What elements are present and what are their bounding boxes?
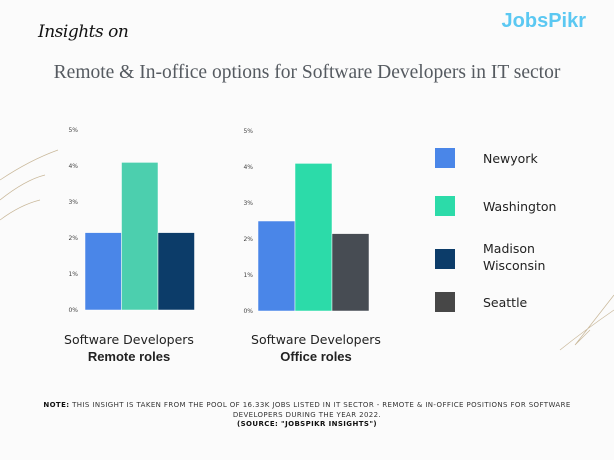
note-source: (SOURCE: "JOBSPIKR INSIGHTS") — [237, 420, 377, 428]
legend-label: Washington — [483, 198, 557, 214]
y-tick-label: 5% — [243, 128, 253, 135]
office-roles-chart: 0% 1% 2% 3% 4% 5% — [243, 128, 370, 315]
decorative-leaf-right — [559, 294, 614, 351]
decorative-leaf-left — [0, 149, 59, 221]
note-prefix: NOTE: — [43, 401, 70, 409]
y-tick-label: 0% — [68, 307, 78, 314]
bar-washington — [294, 163, 333, 312]
legend-label-line2: Wisconsin — [483, 258, 546, 273]
chart-title: Software Developers — [251, 332, 381, 347]
legend-item-madison-wisconsin: Madison Wisconsin — [435, 241, 545, 274]
legend-swatch — [435, 292, 455, 312]
note-text: THIS INSIGHT IS TAKEN FROM THE POOL OF 1… — [69, 401, 571, 419]
y-tick-label: 3% — [243, 200, 253, 207]
jobspikr-logo: JobsPikr — [501, 10, 586, 32]
y-tick-label: 2% — [243, 236, 253, 243]
remote-roles-chart: 0% 1% 2% 3% 4% 5% — [68, 127, 195, 314]
legend-swatch — [435, 249, 455, 269]
insights-heading: Insights on — [38, 22, 129, 42]
legend-label-line1: Madison — [483, 241, 535, 256]
page-title: Remote & In-office options for Software … — [53, 62, 561, 83]
chart-subtitle: Remote roles — [87, 349, 171, 364]
bar-madison-wisconsin — [157, 232, 195, 311]
y-tick-label: 1% — [243, 272, 253, 279]
legend-label: Newyork — [483, 150, 538, 166]
y-tick-label: 0% — [243, 308, 253, 315]
y-tick-label: 1% — [68, 271, 78, 278]
legend-item-washington: Washington — [435, 196, 556, 216]
office-chart-caption: Software Developers Office roles — [231, 331, 401, 365]
legend-item-seattle: Seattle — [435, 292, 527, 312]
y-tick-label: 3% — [68, 199, 78, 206]
chart-title: Software Developers — [64, 332, 194, 347]
bar-seattle — [331, 233, 370, 312]
footnote: NOTE: THIS INSIGHT IS TAKEN FROM THE POO… — [20, 401, 594, 430]
bar-washington — [121, 162, 159, 311]
y-tick-label: 2% — [68, 235, 78, 242]
bar-newyork — [84, 232, 122, 311]
y-tick-label: 4% — [243, 164, 253, 171]
legend-swatch — [435, 148, 455, 168]
y-tick-label: 5% — [68, 127, 78, 134]
legend-label: Madison Wisconsin — [483, 240, 545, 274]
legend-swatch — [435, 196, 455, 216]
chart-subtitle: Office roles — [280, 349, 352, 364]
legend-item-newyork: Newyork — [435, 148, 538, 168]
y-tick-label: 4% — [68, 163, 78, 170]
bar-newyork — [257, 220, 296, 312]
remote-chart-caption: Software Developers Remote roles — [44, 331, 214, 365]
legend-label: Seattle — [483, 294, 528, 310]
